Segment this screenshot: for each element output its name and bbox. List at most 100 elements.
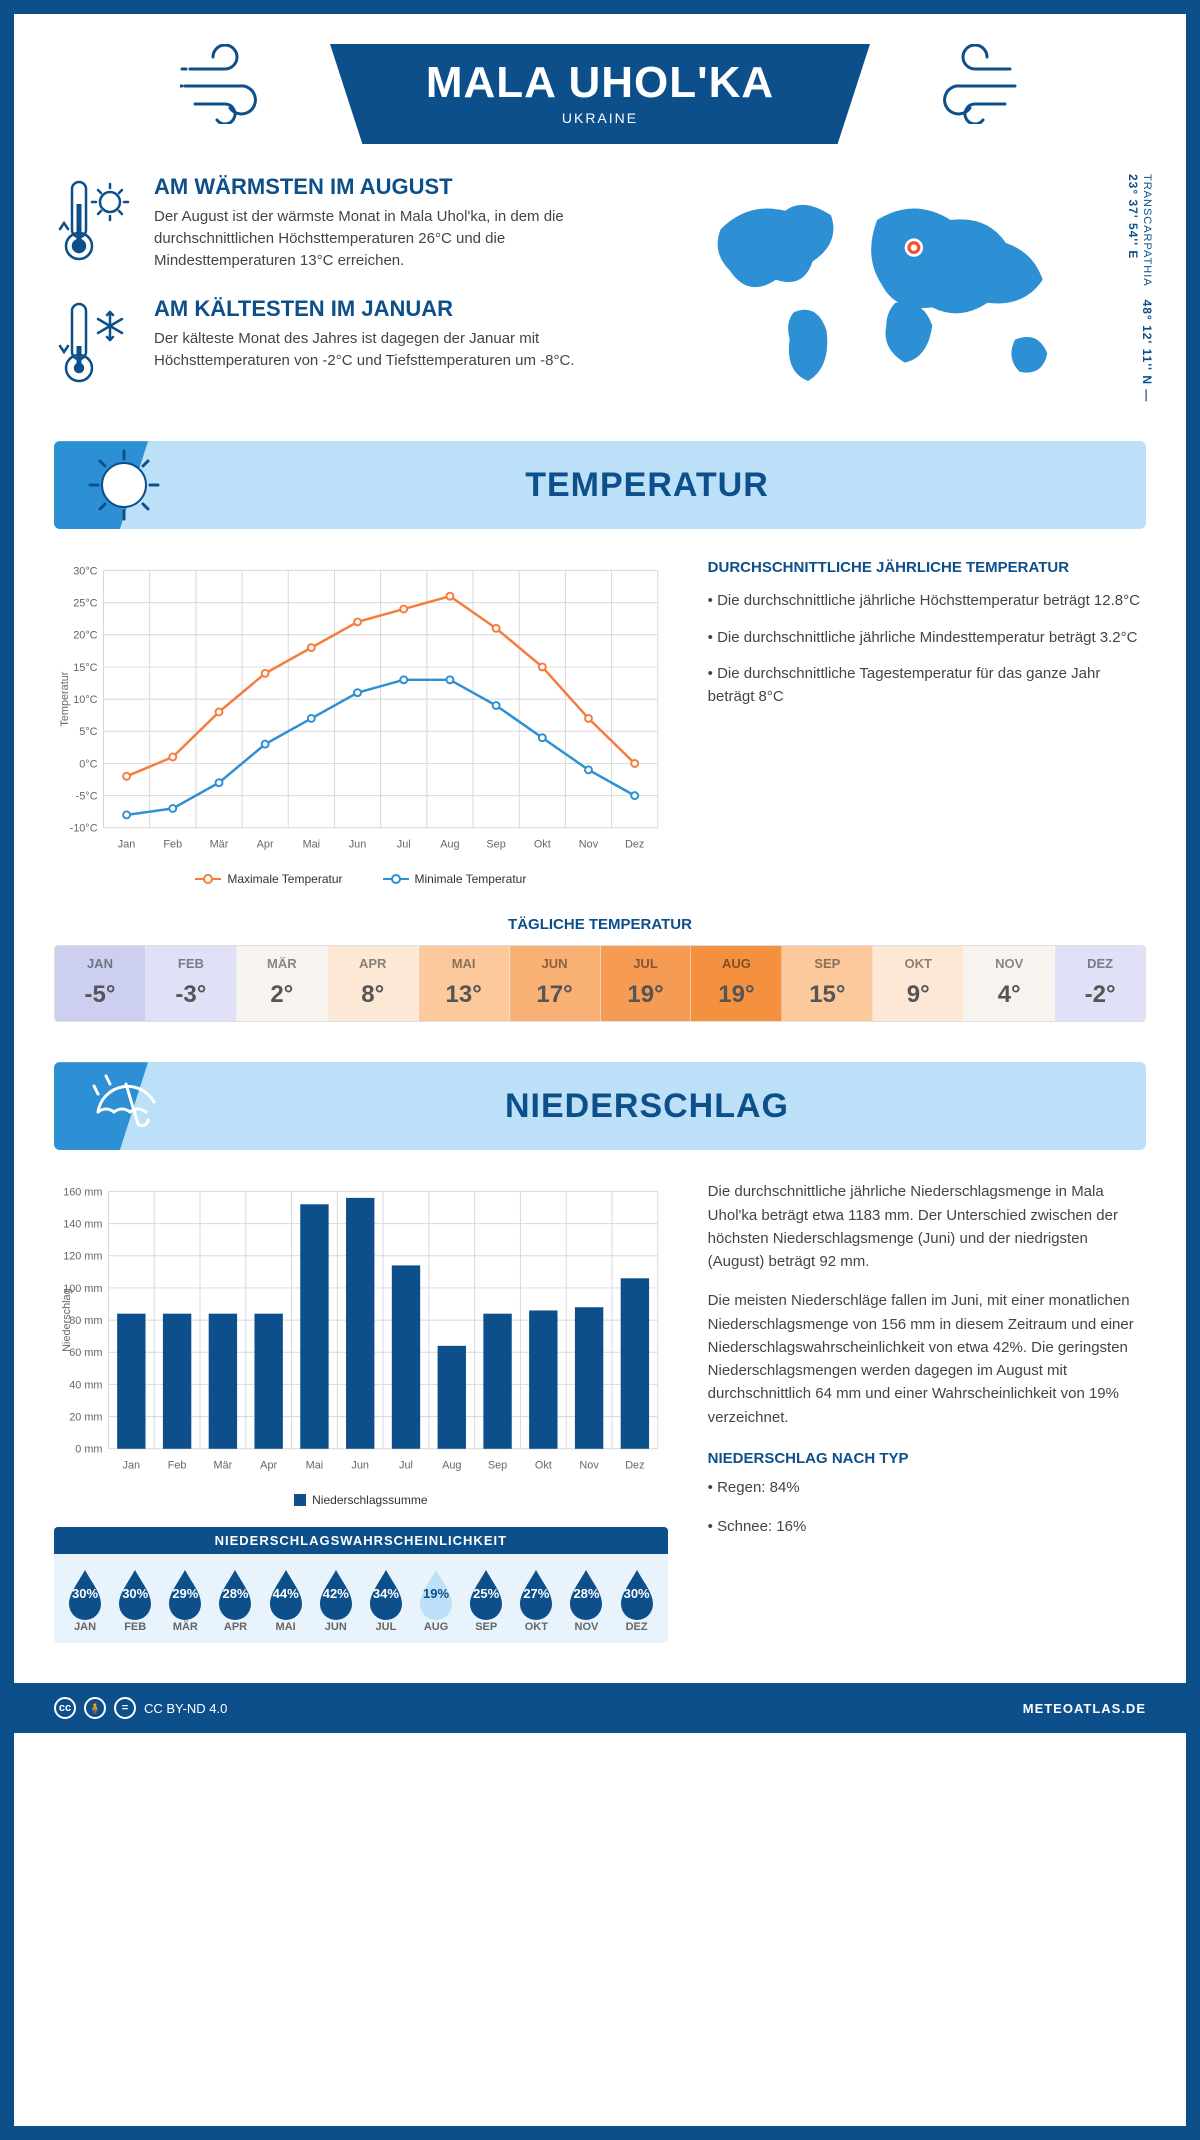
- svg-text:Sep: Sep: [486, 839, 505, 851]
- thermometer-snow-icon: [54, 296, 134, 386]
- prob-drop: 28%APR: [212, 1568, 258, 1633]
- daily-cell: MAI13°: [419, 946, 510, 1021]
- svg-text:Aug: Aug: [440, 839, 459, 851]
- svg-text:80 mm: 80 mm: [69, 1315, 102, 1327]
- section-header-temperature: TEMPERATUR: [54, 441, 1146, 529]
- svg-text:-10°C: -10°C: [70, 823, 98, 835]
- cc-icon: cc: [54, 1697, 76, 1719]
- fact-coldest: AM KÄLTESTEN IM JANUAR Der kälteste Mona…: [54, 296, 605, 386]
- prob-drop: 30%JAN: [62, 1568, 108, 1633]
- daily-cell: OKT9°: [873, 946, 964, 1021]
- svg-text:10°C: 10°C: [73, 694, 97, 706]
- precip-type-2: • Schnee: 16%: [708, 1515, 1146, 1538]
- fact-cold-title: AM KÄLTESTEN IM JANUAR: [154, 296, 605, 322]
- precip-type-1: • Regen: 84%: [708, 1476, 1146, 1499]
- world-map-box: TRANSCARPATHIA 48° 12' 11'' N — 23° 37' …: [645, 174, 1146, 411]
- prob-drop: 42%JUN: [313, 1568, 359, 1633]
- svg-text:Okt: Okt: [534, 839, 551, 851]
- svg-text:Feb: Feb: [163, 839, 182, 851]
- world-map-icon: [645, 174, 1146, 404]
- daily-cell: DEZ-2°: [1055, 946, 1145, 1021]
- svg-text:Dez: Dez: [625, 1460, 644, 1472]
- svg-text:140 mm: 140 mm: [63, 1219, 102, 1231]
- page-title: MALA UHOL'KA: [390, 58, 810, 108]
- svg-text:Jul: Jul: [397, 839, 411, 851]
- temperature-content: -10°C-5°C0°C5°C10°C15°C20°C25°C30°CJanFe…: [54, 559, 1146, 886]
- svg-text:Niederschlag: Niederschlag: [61, 1289, 73, 1352]
- daily-cell: FEB-3°: [146, 946, 237, 1021]
- section-title-temp: TEMPERATUR: [148, 466, 1146, 505]
- svg-text:Jun: Jun: [351, 1460, 369, 1472]
- prob-drops: 30%JAN30%FEB29%MÄR28%APR44%MAI42%JUN34%J…: [54, 1554, 668, 1643]
- svg-text:Nov: Nov: [579, 839, 599, 851]
- wind-icon-left: [180, 44, 300, 124]
- svg-text:-5°C: -5°C: [76, 791, 98, 803]
- temp-legend: Maximale Temperatur Minimale Temperatur: [54, 872, 668, 886]
- temp-fact-1: • Die durchschnittliche jährliche Höchst…: [708, 590, 1146, 613]
- prob-drop: 30%DEZ: [614, 1568, 660, 1633]
- country-label: UKRAINE: [390, 110, 810, 126]
- summary-facts: AM WÄRMSTEN IM AUGUST Der August ist der…: [54, 174, 605, 411]
- license-text: CC BY-ND 4.0: [144, 1701, 227, 1716]
- fact-warm-text: Der August ist der wärmste Monat in Mala…: [154, 206, 605, 271]
- nd-icon: =: [114, 1697, 136, 1719]
- daily-temp-strip: JAN-5°FEB-3°MÄR2°APR8°MAI13°JUN17°JUL19°…: [54, 945, 1146, 1022]
- svg-text:160 mm: 160 mm: [63, 1187, 102, 1199]
- prob-drop: 44%MAI: [263, 1568, 309, 1633]
- svg-text:Temperatur: Temperatur: [59, 671, 71, 726]
- prob-drop: 34%JUL: [363, 1568, 409, 1633]
- license: cc 🧍 = CC BY-ND 4.0: [54, 1697, 227, 1719]
- svg-text:0°C: 0°C: [79, 759, 97, 771]
- svg-text:Apr: Apr: [257, 839, 274, 851]
- daily-cell: APR8°: [328, 946, 419, 1021]
- by-icon: 🧍: [84, 1697, 106, 1719]
- prob-drop: 30%FEB: [112, 1568, 158, 1633]
- precip-legend: Niederschlagssumme: [54, 1493, 668, 1507]
- temp-fact-3: • Die durchschnittliche Tagestemperatur …: [708, 663, 1146, 708]
- daily-cell: MÄR2°: [237, 946, 328, 1021]
- prob-drop: 27%OKT: [513, 1568, 559, 1633]
- summary-row: AM WÄRMSTEN IM AUGUST Der August ist der…: [54, 174, 1146, 411]
- svg-text:Jun: Jun: [349, 839, 367, 851]
- temperature-chart: -10°C-5°C0°C5°C10°C15°C20°C25°C30°CJanFe…: [54, 559, 668, 886]
- svg-text:Jul: Jul: [399, 1460, 413, 1472]
- hero: MALA UHOL'KA UKRAINE: [54, 44, 1146, 144]
- section-header-precip: NIEDERSCHLAG: [54, 1062, 1146, 1150]
- svg-text:40 mm: 40 mm: [69, 1380, 102, 1392]
- precip-p2: Die meisten Niederschläge fallen im Juni…: [708, 1289, 1146, 1429]
- sun-icon: [84, 445, 164, 525]
- footer: cc 🧍 = CC BY-ND 4.0 METEOATLAS.DE: [14, 1683, 1186, 1733]
- svg-text:0 mm: 0 mm: [75, 1444, 102, 1456]
- svg-text:Jan: Jan: [118, 839, 136, 851]
- fact-warm-title: AM WÄRMSTEN IM AUGUST: [154, 174, 605, 200]
- daily-cell: NOV4°: [964, 946, 1055, 1021]
- precip-bar-chart: 0 mm20 mm40 mm60 mm80 mm100 mm120 mm140 …: [54, 1180, 668, 1480]
- svg-text:20°C: 20°C: [73, 630, 97, 642]
- precip-content: 0 mm20 mm40 mm60 mm80 mm100 mm120 mm140 …: [54, 1180, 1146, 1643]
- precip-type-head: NIEDERSCHLAG NACH TYP: [708, 1447, 1146, 1470]
- svg-text:Mai: Mai: [306, 1460, 324, 1472]
- prob-drop: 19%AUG: [413, 1568, 459, 1633]
- prob-drop: 28%NOV: [563, 1568, 609, 1633]
- brand: METEOATLAS.DE: [1023, 1701, 1146, 1716]
- daily-cell: JAN-5°: [55, 946, 146, 1021]
- svg-text:15°C: 15°C: [73, 662, 97, 674]
- wind-icon-right: [900, 44, 1020, 124]
- svg-text:120 mm: 120 mm: [63, 1251, 102, 1263]
- svg-text:30°C: 30°C: [73, 566, 97, 578]
- prob-drop: 25%SEP: [463, 1568, 509, 1633]
- temperature-facts: DURCHSCHNITTLICHE JÄHRLICHE TEMPERATUR •…: [708, 559, 1146, 886]
- precip-text: Die durchschnittliche jährliche Niedersc…: [708, 1180, 1146, 1643]
- temp-fact-2: • Die durchschnittliche jährliche Mindes…: [708, 627, 1146, 650]
- title-banner: MALA UHOL'KA UKRAINE: [330, 44, 870, 144]
- precip-p1: Die durchschnittliche jährliche Niedersc…: [708, 1180, 1146, 1273]
- daily-cell: SEP15°: [782, 946, 873, 1021]
- location-marker-icon: [905, 238, 923, 256]
- umbrella-icon: [84, 1066, 164, 1146]
- temp-facts-heading: DURCHSCHNITTLICHE JÄHRLICHE TEMPERATUR: [708, 559, 1146, 576]
- prob-drop: 29%MÄR: [162, 1568, 208, 1633]
- daily-cell: JUL19°: [601, 946, 692, 1021]
- svg-text:Apr: Apr: [260, 1460, 277, 1472]
- svg-text:Feb: Feb: [168, 1460, 187, 1472]
- coordinates: TRANSCARPATHIA 48° 12' 11'' N — 23° 37' …: [1126, 174, 1154, 411]
